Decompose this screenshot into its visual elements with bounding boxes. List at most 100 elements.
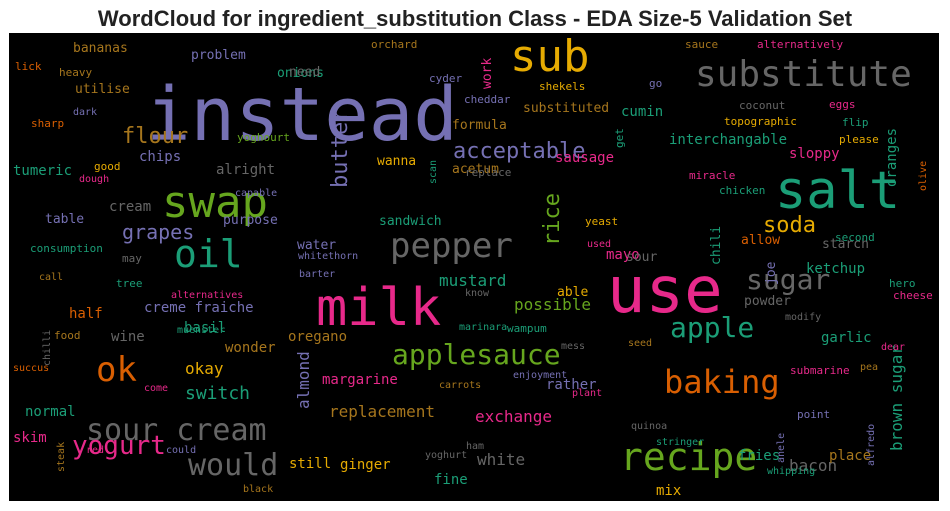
word-whipping: whipping [767, 466, 816, 477]
word-exchange: exchange [475, 407, 553, 426]
word-replacement: replacement [329, 402, 435, 421]
word-pepper: pepper [390, 226, 513, 266]
word-plant: plant [572, 388, 603, 399]
word-yeast: yeast [585, 215, 619, 228]
word-scan: scan [428, 159, 439, 184]
word-yoghourt: yoghourt [237, 131, 290, 144]
word-lick: lick [15, 60, 42, 73]
word-enjoyment: enjoyment [513, 370, 568, 381]
word-half: half [69, 306, 103, 322]
word-modify: modify [785, 312, 822, 323]
word-flour: flour [122, 124, 189, 149]
word-fine: fine [434, 472, 468, 488]
word-point: point [797, 408, 831, 421]
word-interchangable: interchangable [669, 132, 788, 148]
word-okay: okay [185, 359, 224, 378]
word-ginger: ginger [340, 457, 391, 473]
word-whitethorn: whitethorn [298, 251, 359, 262]
word-oregano: oregano [288, 329, 348, 345]
word-good: good [94, 160, 121, 173]
word-able: able [557, 285, 589, 300]
word-ok: ok [96, 350, 137, 390]
word-cream: cream [109, 199, 152, 215]
word-barter: barter [299, 269, 336, 280]
word-wanna: wanna [377, 154, 417, 169]
word-rice: rice [540, 193, 565, 246]
word-instead: instead [146, 72, 458, 158]
word-sausage: sausage [555, 150, 615, 166]
word-sour: sour [626, 250, 658, 265]
word-soda: soda [763, 213, 816, 238]
word-tree: tree [116, 277, 143, 290]
word-recipe: recipe [620, 435, 758, 479]
word-white: white [477, 450, 526, 469]
word-alternatively: alternatively [757, 38, 844, 51]
word-get: get [613, 128, 626, 148]
word-switch: switch [185, 383, 251, 404]
word-bacon: bacon [789, 456, 838, 475]
word-work: work [480, 57, 495, 89]
word-substituted: substituted [523, 101, 610, 116]
word-sub: sub [510, 33, 590, 82]
word-call: call [39, 272, 64, 283]
word-flip: flip [842, 116, 869, 129]
chart-title: WordCloud for ingredient_substitution Cl… [97, 6, 853, 31]
word-miracle: miracle [689, 169, 736, 182]
word-allow: allow [741, 233, 781, 248]
word-almond: almond [294, 351, 313, 409]
word-sharp: sharp [31, 117, 65, 130]
word-cumin: cumin [621, 104, 664, 120]
word-sandwich: sandwich [379, 214, 442, 229]
word-starch: starch [822, 237, 869, 252]
word-utilise: utilise [75, 82, 130, 97]
word-dear: dear [881, 342, 906, 353]
word-salt: salt [775, 161, 901, 221]
word-substitute: substitute [695, 54, 912, 95]
word-chicken: chicken [719, 184, 766, 197]
word-cheese: cheese [893, 289, 933, 302]
word-mess: mess [561, 341, 586, 352]
word-acetum: acetum [452, 162, 499, 177]
word-know: know [465, 288, 490, 299]
word-dark: dark [73, 107, 98, 118]
word-table: table [45, 212, 85, 227]
word-heavy: heavy [59, 66, 93, 79]
word-purpose: purpose [223, 213, 278, 228]
word-joe: joe [764, 261, 779, 285]
word-used: used [587, 239, 612, 250]
word-brown-sugar: brown sugar [887, 345, 906, 451]
word-shekels: shekels [539, 80, 586, 93]
word-milk: milk [316, 278, 442, 338]
word-formula: formula [452, 118, 507, 133]
word-topographic: topographic [724, 115, 797, 128]
word-come: come [144, 383, 169, 394]
word-garlic: garlic [821, 330, 872, 346]
word-coconut: coconut [739, 99, 786, 112]
word-hero: hero [889, 277, 916, 290]
word-chilli: chilli [42, 329, 53, 366]
word-acceptable: acceptable [453, 139, 586, 164]
word-oranges: oranges [884, 127, 900, 187]
word-muenster: muenster [177, 325, 226, 336]
word-sugar: sugar [746, 263, 831, 296]
word-mustard: mustard [439, 271, 507, 290]
word-alright: alright [216, 162, 276, 178]
word-alternatives: alternatives [171, 290, 244, 301]
word-chili: chili [709, 225, 724, 265]
word-basil: basil [184, 320, 227, 336]
word-yogurt: yogurt [72, 431, 166, 461]
word-stringer: stringer [656, 437, 705, 448]
word-may: may [122, 252, 142, 265]
word-oil: oil [174, 232, 243, 276]
word-consumption: consumption [30, 242, 103, 255]
word-problem: problem [191, 48, 246, 63]
word-swap: swap [162, 177, 268, 228]
word-alfredo: alfredo [866, 423, 877, 466]
word-pea: pea [860, 362, 879, 373]
word-onions: onions [277, 66, 324, 81]
word-chips: chips [139, 149, 182, 165]
word-ketchup: ketchup [806, 261, 866, 277]
word-submarine: submarine [790, 364, 850, 377]
word-rather: rather [546, 377, 597, 393]
word-powder: powder [744, 294, 791, 309]
